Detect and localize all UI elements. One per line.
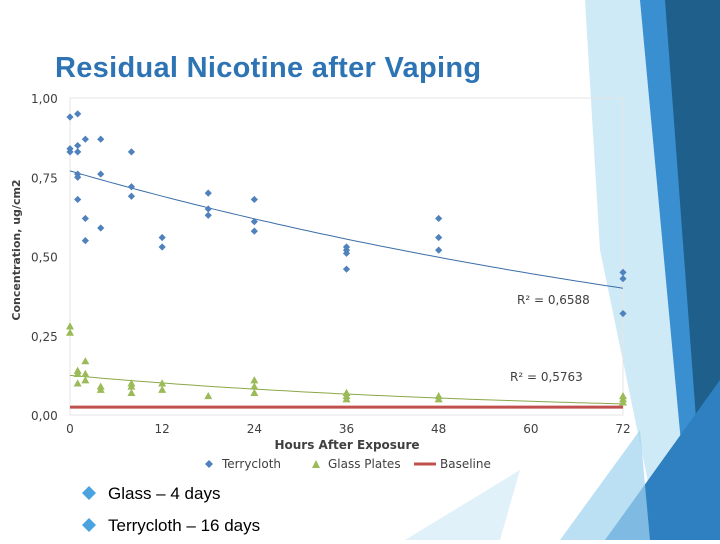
glass-r2-label: R² = 0,5763 bbox=[510, 370, 583, 384]
terrycloth-point bbox=[619, 268, 627, 276]
terrycloth-point bbox=[81, 214, 89, 223]
x-axis-title: Hours After Exposure bbox=[274, 438, 419, 452]
diamond-bullet-icon bbox=[82, 486, 96, 500]
glass-point bbox=[158, 385, 167, 393]
terrycloth-trendline bbox=[69, 170, 624, 289]
terrycloth-point bbox=[74, 110, 82, 118]
terrycloth-point bbox=[127, 192, 136, 200]
terrycloth-point bbox=[158, 233, 166, 242]
terrycloth-point bbox=[81, 237, 89, 245]
glass-point bbox=[127, 388, 136, 397]
glass-point bbox=[81, 376, 90, 384]
bullet-list: Glass – 4 days Terrycloth – 16 days bbox=[82, 480, 260, 544]
terrycloth-point bbox=[66, 148, 74, 156]
glass-point bbox=[250, 382, 259, 390]
y-tick-label: 0,75 bbox=[31, 171, 58, 185]
terrycloth-point bbox=[204, 211, 212, 219]
terrycloth-point bbox=[81, 135, 89, 143]
x-tick-label: 12 bbox=[155, 422, 170, 436]
terrycloth-point bbox=[127, 148, 136, 156]
terrycloth-point bbox=[204, 205, 212, 213]
glass-point bbox=[250, 376, 259, 384]
glass-point bbox=[66, 328, 74, 336]
slide-title: Residual Nicotine after Vaping bbox=[55, 52, 482, 84]
plot-area bbox=[69, 97, 624, 416]
terrycloth-point bbox=[97, 224, 105, 232]
terrycloth-point bbox=[204, 189, 212, 197]
terrycloth-point bbox=[97, 170, 105, 178]
y-axis-title: Concentration, ug/cm2 bbox=[10, 179, 23, 320]
terrycloth-point bbox=[158, 243, 166, 251]
terrycloth-point bbox=[342, 249, 351, 257]
glass-point bbox=[66, 322, 74, 330]
x-tick-label: 0 bbox=[66, 422, 74, 436]
terrycloth-point bbox=[250, 227, 258, 235]
glass-point bbox=[73, 369, 82, 377]
glass-point bbox=[73, 379, 82, 387]
terrycloth-point bbox=[250, 218, 258, 226]
glass-point bbox=[342, 395, 351, 403]
glass-point bbox=[127, 382, 136, 390]
glass-point bbox=[619, 398, 627, 406]
bullet-item: Glass – 4 days bbox=[82, 480, 260, 512]
terrycloth-point bbox=[435, 246, 443, 254]
y-tick-label: 0,25 bbox=[31, 330, 58, 344]
terrycloth-point bbox=[127, 183, 136, 191]
legend-terrycloth-marker bbox=[205, 460, 213, 468]
bullet-item: Terrycloth – 16 days bbox=[82, 512, 260, 544]
terrycloth-point bbox=[435, 214, 443, 223]
terrycloth-r2-label: R² = 0,6588 bbox=[517, 293, 590, 307]
deco-bottom-light bbox=[560, 430, 650, 540]
x-tick-label: 36 bbox=[339, 422, 354, 436]
terrycloth-point bbox=[74, 195, 82, 204]
glass-point bbox=[434, 395, 443, 403]
legend-glass-label: Glass Plates bbox=[328, 457, 401, 471]
terrycloth-point bbox=[342, 265, 351, 273]
terrycloth-point bbox=[74, 173, 82, 181]
terrycloth-point bbox=[250, 195, 258, 204]
terrycloth-point bbox=[619, 309, 627, 318]
x-tick-label: 48 bbox=[431, 422, 446, 436]
terrycloth-point bbox=[66, 113, 74, 121]
bullet-text: Terrycloth – 16 days bbox=[108, 516, 261, 535]
glass-point bbox=[81, 369, 90, 377]
legend-baseline-label: Baseline bbox=[440, 457, 491, 471]
glass-point bbox=[81, 357, 90, 365]
glass-point bbox=[96, 385, 105, 393]
terrycloth-point bbox=[97, 135, 105, 143]
diamond-bullet-icon bbox=[82, 518, 96, 532]
legend-glass-marker bbox=[312, 460, 320, 468]
bullet-text: Glass – 4 days bbox=[108, 484, 221, 503]
glass-point bbox=[250, 388, 259, 397]
glass-point bbox=[158, 379, 167, 387]
x-tick-label: 24 bbox=[247, 422, 262, 436]
terrycloth-point bbox=[435, 233, 443, 242]
terrycloth-point bbox=[74, 141, 82, 150]
terrycloth-point bbox=[619, 275, 627, 283]
terrycloth-point bbox=[74, 148, 82, 156]
x-tick-label: 60 bbox=[523, 422, 538, 436]
legend-terrycloth-label: Terrycloth bbox=[221, 457, 281, 471]
glass-point bbox=[204, 391, 213, 400]
deco-far-left-sliver bbox=[405, 470, 520, 540]
y-tick-label: 0,50 bbox=[31, 251, 58, 265]
y-tick-label: 0,00 bbox=[31, 409, 58, 423]
y-tick-label: 1,00 bbox=[31, 92, 58, 106]
x-tick-label: 72 bbox=[615, 422, 630, 436]
